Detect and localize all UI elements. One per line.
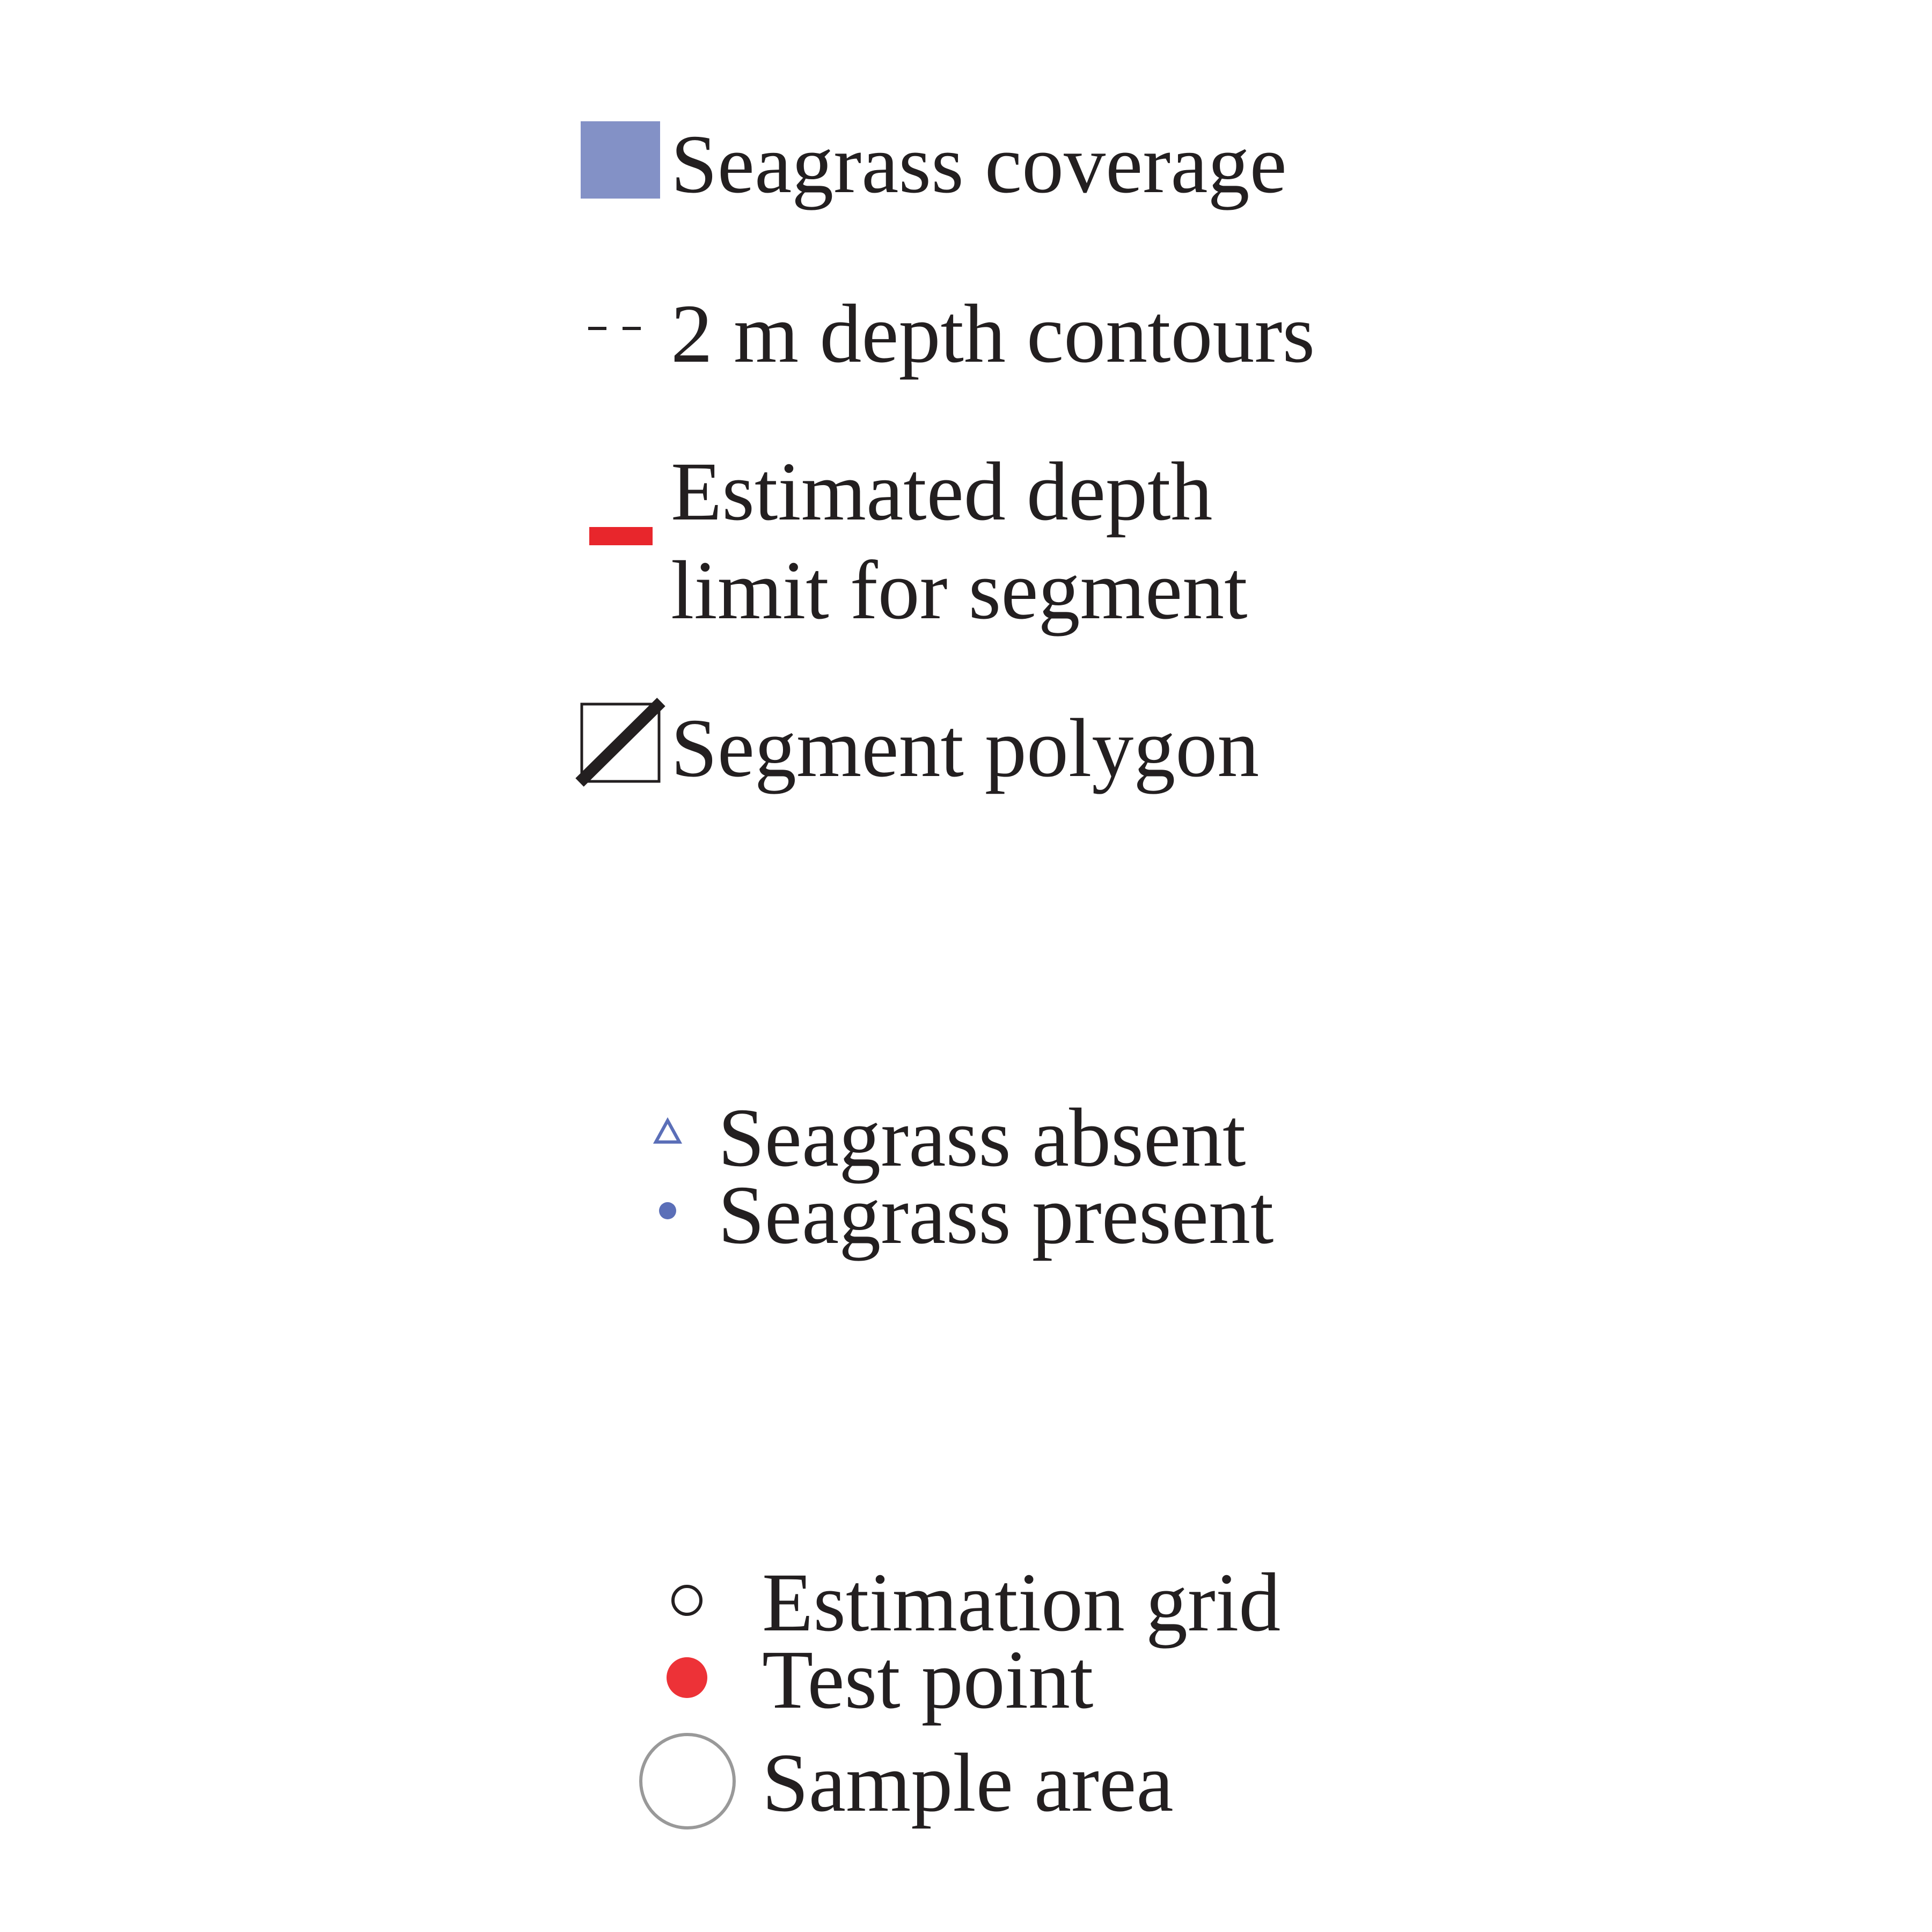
seagrass-coverage-label: Seagrass coverage [671, 118, 1287, 210]
test-point-circle [667, 1657, 707, 1698]
seagrass-coverage-swatch [581, 121, 660, 199]
depth-limit-bar [589, 527, 653, 545]
large-open-circle-icon [639, 1733, 736, 1829]
open-circle-icon [671, 1585, 702, 1616]
red-bar-icon [589, 527, 653, 545]
estimation-grid-circle [671, 1585, 702, 1616]
depth-limit-label-line1: Estimated depth [671, 445, 1213, 538]
segment-polygon-hatch [575, 698, 665, 787]
segment-polygon-label: Segment polygon [671, 701, 1260, 794]
filled-dot-icon [659, 1202, 676, 1219]
hatched-square-icon [575, 698, 665, 787]
filled-circle-icon [667, 1657, 707, 1698]
seagrass-present-label: Seagrass present [718, 1168, 1274, 1261]
segment-polygon-outline [580, 702, 661, 783]
open-triangle-icon [653, 1117, 683, 1144]
seagrass-present-dot [659, 1202, 676, 1219]
depth-contours-label: 2 m depth contours [671, 287, 1315, 380]
sample-area-circle [639, 1733, 736, 1829]
test-point-label: Test point [762, 1633, 1094, 1726]
dashed-line-icon [588, 327, 653, 330]
sample-area-label: Sample area [762, 1736, 1174, 1829]
seagrass-absent-triangle [653, 1117, 683, 1144]
seagrass-coverage-swatch-icon [581, 121, 660, 199]
seagrass-absent-label: Seagrass absent [718, 1091, 1246, 1184]
depth-limit-label-line2: limit for segment [671, 544, 1248, 636]
estimation-grid-label: Estimation grid [762, 1556, 1281, 1649]
